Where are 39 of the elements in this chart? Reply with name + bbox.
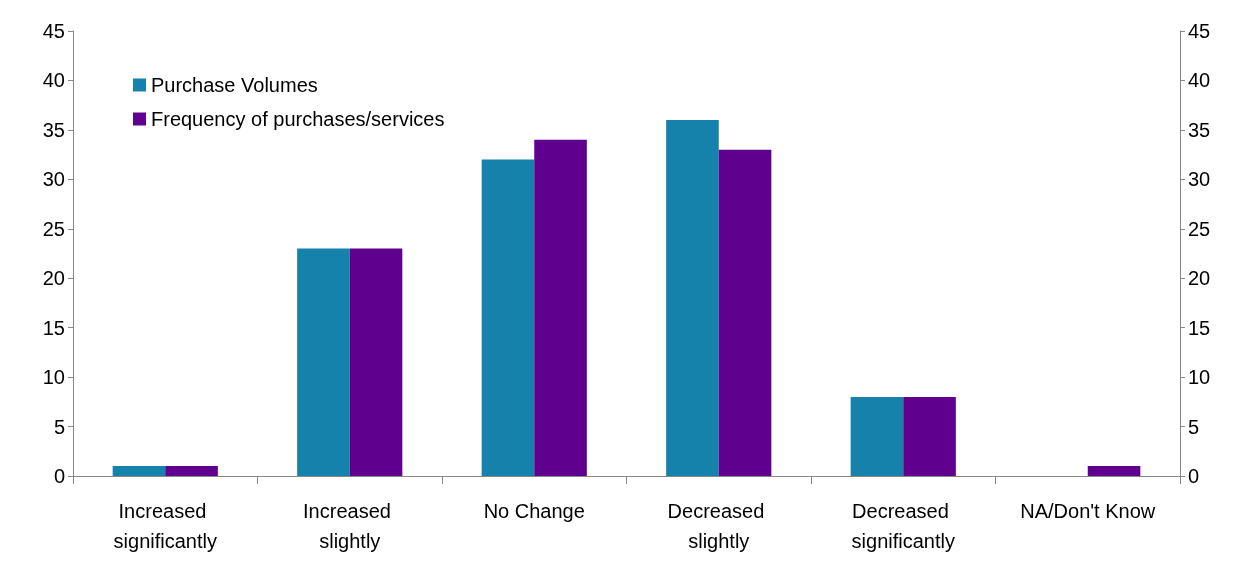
x-tick-label: Increased slightly bbox=[303, 500, 397, 552]
bar bbox=[534, 139, 587, 476]
y-tick-label: 35 bbox=[42, 118, 65, 141]
x-tick-label: No Change bbox=[483, 500, 585, 522]
y-tick-label: 20 bbox=[42, 267, 65, 290]
y-tick-label: 5 bbox=[53, 415, 65, 438]
y-tick-label: 25 bbox=[42, 217, 65, 240]
y2-tick-label: 5 bbox=[1188, 415, 1200, 438]
y2-tick-label: 25 bbox=[1188, 217, 1211, 240]
legend-label: Frequency of purchases/services bbox=[151, 108, 445, 130]
y-tick-label: 0 bbox=[53, 465, 65, 487]
y2-tick-label: 15 bbox=[1188, 316, 1211, 339]
bar bbox=[165, 466, 218, 476]
bar bbox=[349, 248, 403, 476]
y2-tick-label: 10 bbox=[1188, 366, 1211, 389]
bar bbox=[903, 396, 956, 476]
bar bbox=[718, 149, 772, 476]
y-tick-label: 10 bbox=[42, 366, 65, 389]
y2-tick-label: 30 bbox=[1188, 168, 1211, 191]
bar bbox=[112, 466, 166, 476]
bar bbox=[850, 396, 904, 476]
x-tick-label: Decreased slightly bbox=[667, 500, 770, 552]
legend-label: Purchase Volumes bbox=[151, 74, 318, 96]
y-tick-label: 15 bbox=[42, 316, 65, 339]
y2-tick-label: 40 bbox=[1188, 69, 1211, 92]
y2-tick-label: 45 bbox=[1188, 20, 1211, 42]
x-tick-label: NA/Don't Know bbox=[1020, 500, 1156, 522]
x-tick-label: Increased significantly bbox=[113, 500, 217, 552]
bar bbox=[1087, 466, 1141, 476]
bar bbox=[481, 159, 535, 476]
y-tick-label: 40 bbox=[42, 69, 65, 92]
x-tick-label: Decreased significantly bbox=[851, 500, 955, 552]
y-tick-label: 30 bbox=[42, 168, 65, 191]
bar bbox=[666, 120, 719, 476]
y2-tick-label: 35 bbox=[1188, 118, 1211, 141]
bar bbox=[297, 248, 350, 476]
y-tick-label: 45 bbox=[42, 20, 65, 42]
y2-tick-label: 20 bbox=[1188, 267, 1211, 290]
y2-tick-label: 0 bbox=[1188, 465, 1200, 487]
